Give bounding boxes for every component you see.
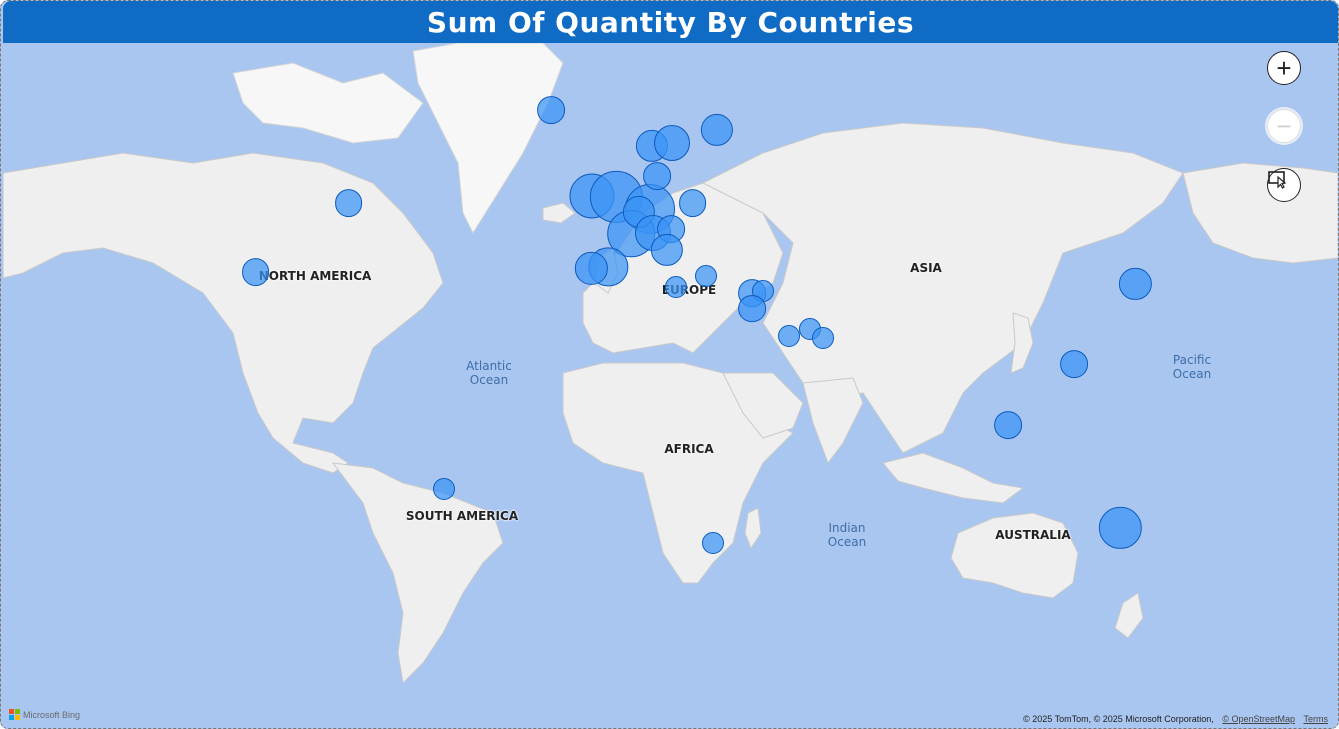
madagascar-landmass	[744, 507, 762, 550]
bubble-greece[interactable]	[694, 264, 717, 287]
bubble-singapore[interactable]	[994, 411, 1023, 440]
bubble-israel[interactable]	[738, 294, 767, 323]
bubble-south-africa[interactable]	[702, 531, 725, 554]
bubble-uae[interactable]	[811, 327, 834, 350]
arabia-landmass	[722, 372, 804, 439]
label-atlantic-ocean: Atlantic Ocean	[466, 359, 512, 387]
bubble-malta[interactable]	[664, 275, 687, 298]
zoom-in-button[interactable]: +	[1267, 51, 1301, 85]
bubble-denmark[interactable]	[643, 162, 672, 191]
south-america-landmass	[331, 462, 504, 685]
bubble-finland[interactable]	[700, 114, 733, 147]
label-north-america: NORTH AMERICA	[258, 269, 372, 283]
iceland-landmass	[542, 202, 576, 224]
bubble-poland[interactable]	[678, 189, 707, 217]
bubble-portugal[interactable]	[575, 252, 608, 285]
map-canvas[interactable]: NORTH AMERICA SOUTH AMERICA EUROPE ASIA …	[3, 43, 1338, 728]
bing-text: Microsoft Bing	[23, 709, 81, 720]
bubble-italy[interactable]	[650, 233, 683, 267]
bubble-brazil[interactable]	[432, 478, 455, 501]
bubble-philippines[interactable]	[1060, 350, 1088, 378]
india-landmass	[802, 377, 864, 465]
attribution-text: © 2025 TomTom, © 2025 Microsoft Corporat…	[1023, 714, 1214, 724]
bubble-sweden[interactable]	[654, 125, 691, 162]
selection-cursor-icon	[1268, 171, 1287, 189]
north-america-landmass	[3, 152, 444, 474]
minus-icon: −	[1276, 110, 1292, 141]
plus-icon: +	[1276, 52, 1292, 83]
bubble-iceland[interactable]	[537, 96, 566, 124]
new-zealand-landmass	[1114, 592, 1144, 639]
map-attribution: © 2025 TomTom, © 2025 Microsoft Corporat…	[1023, 714, 1328, 724]
arctic-islands-landmass	[232, 62, 424, 144]
label-pacific-ocean: Pacific Ocean	[1172, 353, 1212, 381]
basemap	[3, 43, 1338, 685]
label-asia: ASIA	[910, 261, 942, 275]
zoom-out-button[interactable]: −	[1267, 109, 1301, 143]
bubble-usa[interactable]	[241, 258, 270, 287]
map-title: Sum Of Quantity By Countries	[426, 5, 915, 39]
asia-landmass	[701, 122, 1184, 454]
label-south-america: SOUTH AMERICA	[405, 509, 519, 523]
bubble-australia[interactable]	[1099, 506, 1142, 550]
bubble-saudi-arabia[interactable]	[778, 325, 801, 347]
microsoft-logo-icon	[9, 709, 20, 720]
select-region-button[interactable]	[1267, 168, 1301, 202]
bubble-japan[interactable]	[1119, 267, 1152, 301]
australia-landmass	[950, 512, 1079, 599]
label-australia: AUSTRALIA	[995, 528, 1071, 542]
title-bar: Sum Of Quantity By Countries	[3, 1, 1338, 43]
alaska-landmass	[1182, 162, 1338, 264]
label-indian-ocean: Indian Ocean	[827, 521, 867, 549]
bing-logo: Microsoft Bing	[9, 709, 80, 720]
africa-landmass	[562, 362, 794, 584]
label-africa: AFRICA	[664, 442, 714, 456]
greenland-landmass	[412, 43, 564, 235]
sea-islands-landmass	[882, 452, 1025, 504]
bubble-canada[interactable]	[334, 189, 363, 217]
japan-landmass	[1010, 312, 1034, 374]
terms-link[interactable]: Terms	[1303, 714, 1329, 724]
openstreetmap-link[interactable]: © OpenStreetMap	[1222, 714, 1295, 724]
